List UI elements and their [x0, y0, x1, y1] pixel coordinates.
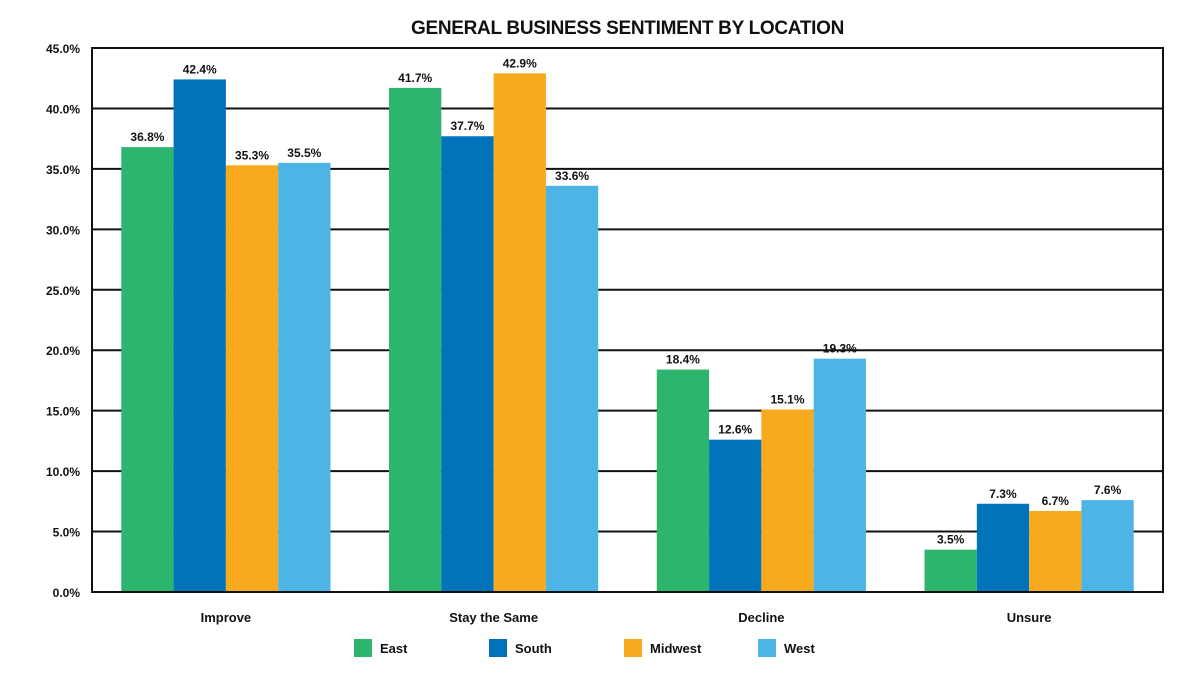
bar-south — [173, 79, 226, 593]
data-label: 7.3% — [989, 487, 1017, 501]
data-label: 15.1% — [771, 392, 805, 406]
data-label: 12.6% — [718, 423, 752, 437]
bar-midwest — [1029, 511, 1082, 592]
data-label: 3.5% — [937, 533, 965, 547]
data-label: 6.7% — [1042, 494, 1070, 508]
data-label: 41.7% — [398, 71, 432, 85]
bar-west — [813, 358, 866, 592]
legend-swatch-south — [489, 639, 507, 657]
y-tick-label: 25.0% — [46, 284, 80, 298]
legend-label: Midwest — [650, 641, 702, 656]
data-label: 36.8% — [130, 130, 164, 144]
data-label: 42.4% — [183, 62, 217, 76]
bar-west — [545, 185, 599, 592]
bar-east — [656, 369, 710, 592]
y-tick-label: 5.0% — [53, 526, 81, 540]
x-tick-label: Improve — [201, 610, 252, 625]
bar-midwest — [493, 73, 546, 593]
y-tick-label: 20.0% — [46, 344, 80, 358]
legend-swatch-west — [758, 639, 776, 657]
data-label: 7.6% — [1094, 483, 1122, 497]
bar-east — [389, 87, 442, 592]
y-tick-label: 10.0% — [46, 465, 80, 479]
y-tick-label: 40.0% — [46, 102, 80, 116]
legend-label: East — [380, 641, 408, 656]
y-tick-label: 0.0% — [53, 586, 81, 600]
y-tick-label: 45.0% — [46, 42, 80, 56]
chart-title: GENERAL BUSINESS SENTIMENT BY LOCATION — [410, 18, 845, 39]
x-tick-label: Unsure — [1007, 610, 1052, 625]
bar-south — [976, 503, 1030, 592]
bar-midwest — [225, 165, 279, 593]
y-tick-label: 15.0% — [46, 405, 80, 419]
legend-swatch-midwest — [624, 639, 642, 657]
bar-midwest — [761, 409, 814, 592]
bar-east — [121, 147, 174, 592]
legend-label: West — [784, 641, 815, 656]
x-tick-label: Decline — [738, 610, 784, 625]
data-label: 19.3% — [823, 342, 857, 356]
data-label: 37.7% — [450, 119, 484, 133]
plot-frame — [91, 47, 1164, 593]
bar-south — [441, 136, 494, 592]
bar-south — [709, 439, 762, 592]
data-label: 18.4% — [666, 353, 700, 367]
data-label: 33.6% — [555, 169, 589, 183]
bar-west — [278, 162, 331, 592]
bar-east — [924, 549, 977, 592]
y-tick-label: 30.0% — [46, 223, 80, 237]
bar-west — [1081, 500, 1134, 592]
data-label: 35.3% — [235, 148, 269, 162]
legend-swatch-east — [354, 639, 372, 657]
legend-label: South — [515, 641, 552, 656]
data-label: 35.5% — [287, 146, 321, 160]
x-tick-label: Stay the Same — [449, 610, 538, 625]
y-tick-label: 35.0% — [46, 163, 80, 177]
data-label: 42.9% — [503, 56, 537, 70]
